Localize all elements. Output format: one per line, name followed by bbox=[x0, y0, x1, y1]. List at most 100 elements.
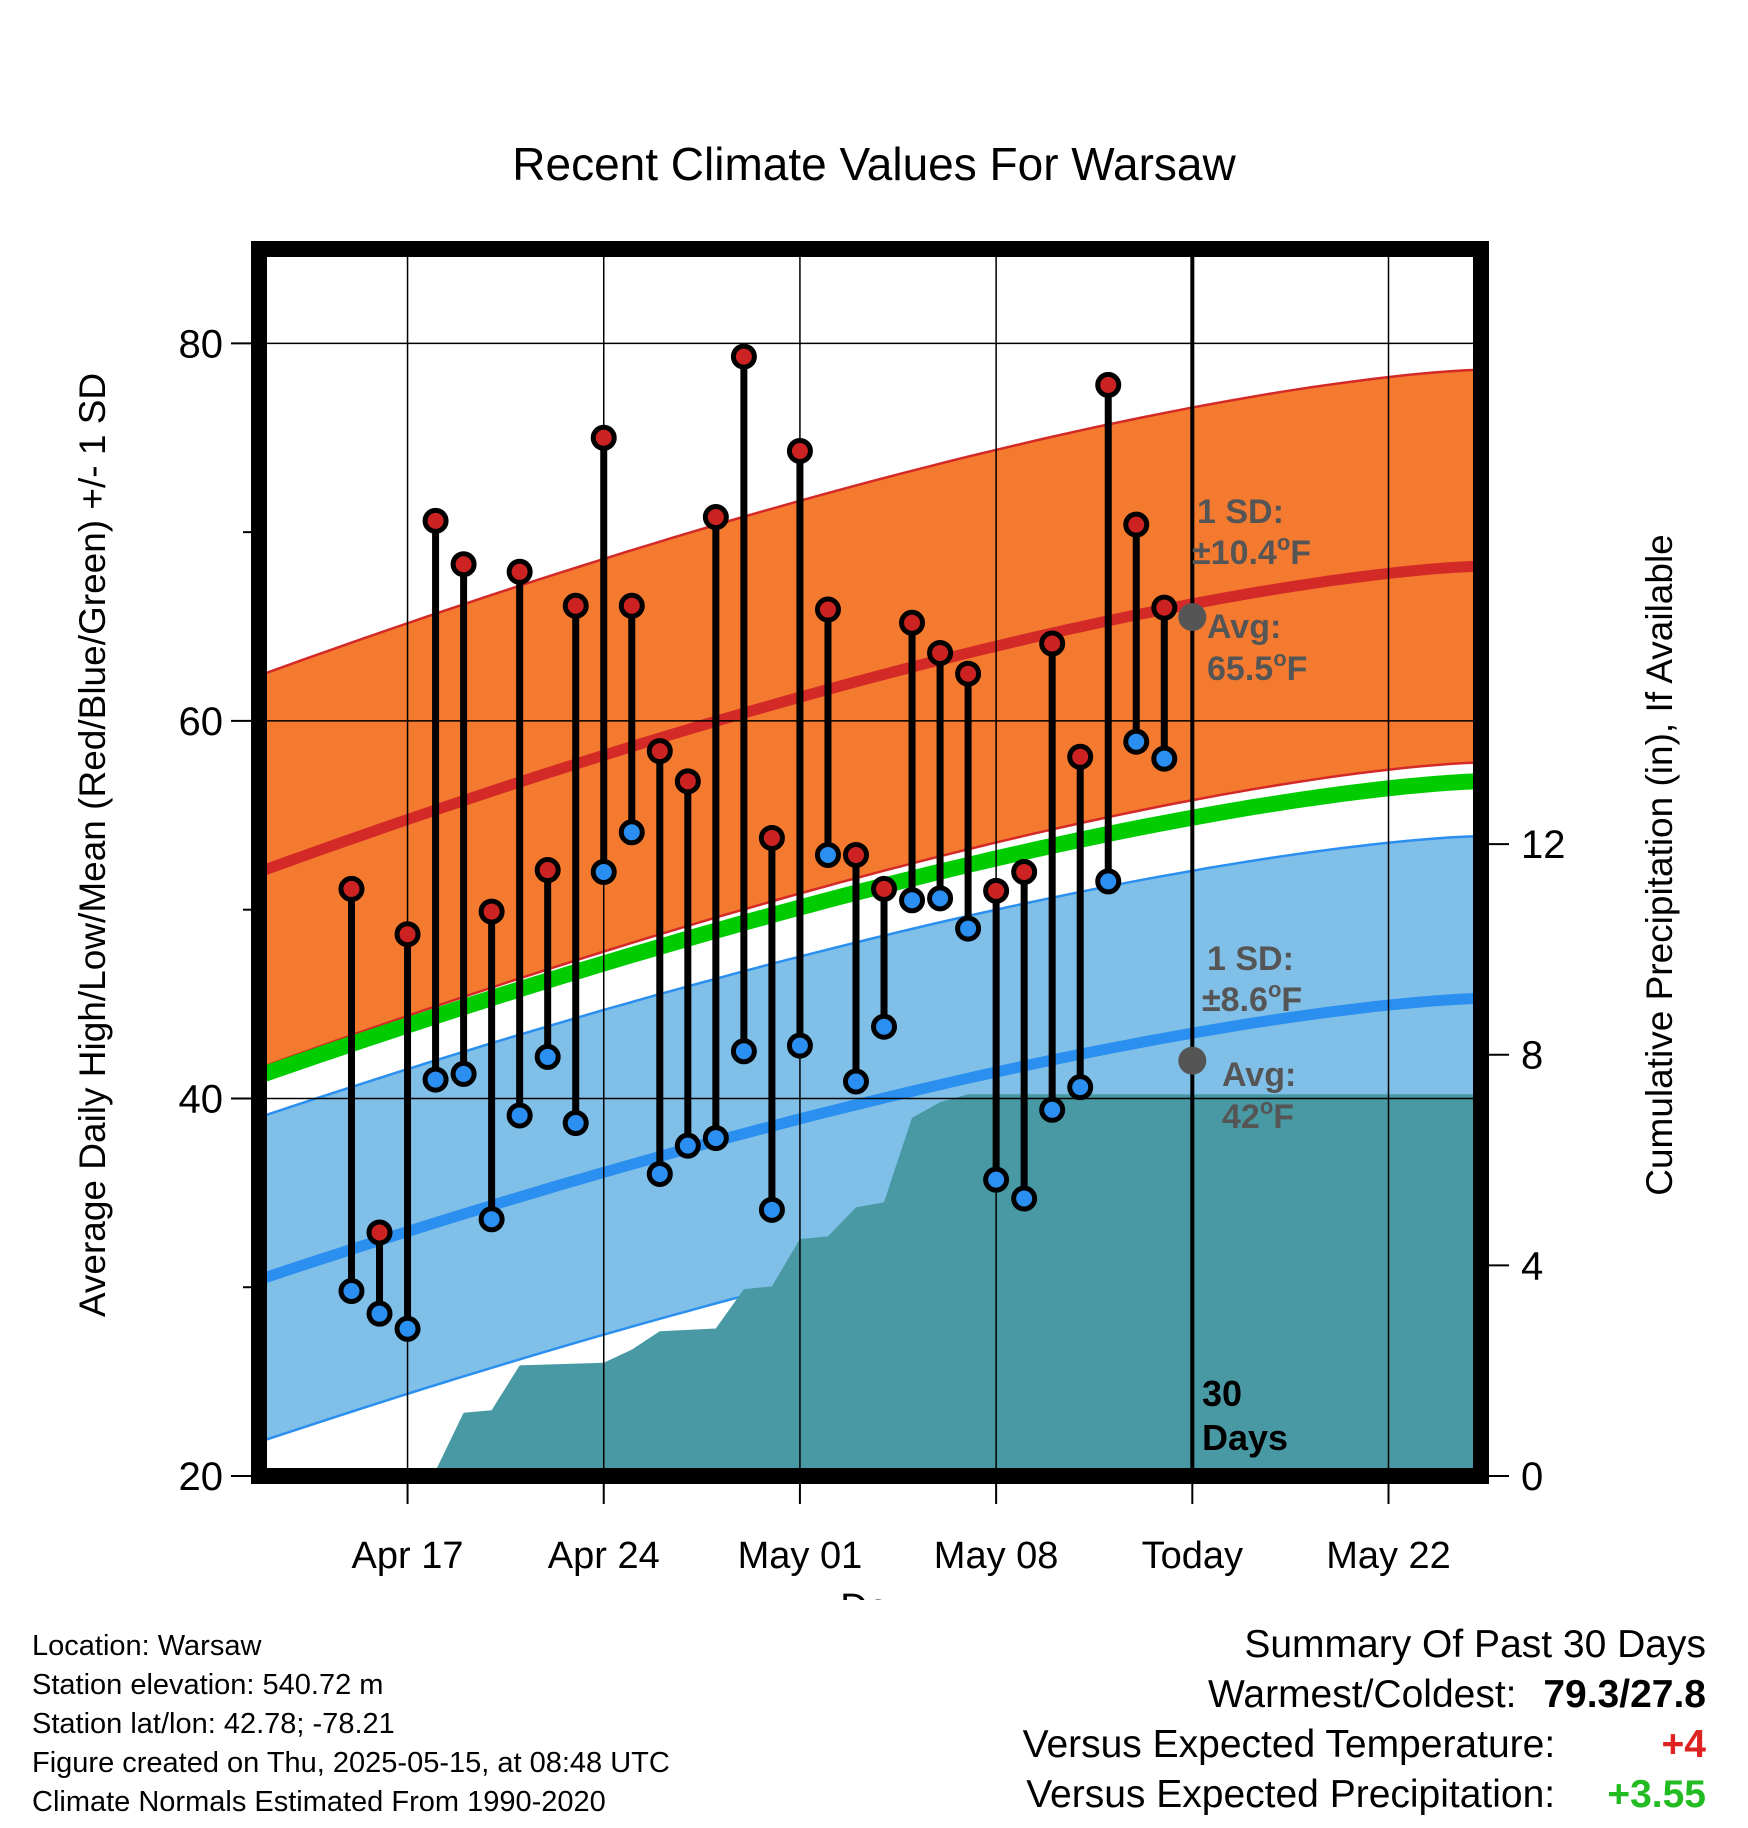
daily-high-point bbox=[786, 437, 813, 464]
daily-low-point bbox=[1123, 728, 1150, 755]
daily-low-point bbox=[730, 1038, 757, 1065]
x-tick-label: Apr 24 bbox=[548, 1535, 660, 1577]
daily-high-point bbox=[590, 424, 617, 451]
daily-low-point bbox=[534, 1043, 561, 1070]
daily-low-point bbox=[871, 1013, 898, 1040]
today-avg-low-dot bbox=[1178, 1046, 1207, 1075]
y-tick-label: 40 bbox=[179, 1077, 224, 1121]
station-info: Location: Warsaw Station elevation: 540.… bbox=[32, 1627, 670, 1822]
avg-low-line bbox=[259, 992, 1481, 1285]
warm-cold-label: Warmest/Coldest: bbox=[1208, 1673, 1517, 1716]
daily-low-point bbox=[506, 1102, 533, 1129]
summary-precip: Versus Expected Precipitation: +3.55 bbox=[1023, 1770, 1706, 1820]
x-tick-label: May 22 bbox=[1326, 1535, 1451, 1577]
daily-low-point bbox=[366, 1300, 393, 1327]
precip-label: Versus Expected Precipitation: bbox=[1026, 1773, 1556, 1816]
daily-low-point bbox=[1039, 1096, 1066, 1123]
summary-panel: Summary Of Past 30 Days Warmest/Coldest:… bbox=[1023, 1620, 1706, 1820]
daily-low-point bbox=[646, 1160, 673, 1187]
x-axis-label: Day bbox=[840, 1587, 908, 1600]
window-label-line2: Days bbox=[1202, 1417, 1288, 1458]
x-tick-label: Today bbox=[1142, 1535, 1243, 1577]
y-tick-label: 20 bbox=[179, 1455, 224, 1499]
daily-high-point bbox=[730, 343, 757, 370]
daily-high-point bbox=[1011, 858, 1038, 885]
daily-high-point bbox=[1123, 511, 1150, 538]
daily-high-point bbox=[955, 660, 982, 687]
precip-value: +3.55 bbox=[1607, 1773, 1706, 1816]
normals-text: Climate Normals Estimated From 1990-2020 bbox=[32, 1786, 606, 1818]
plot-inner bbox=[259, 249, 1481, 1476]
latlon-text: Station lat/lon: 42.78; -78.21 bbox=[32, 1708, 395, 1740]
daily-low-point bbox=[758, 1196, 785, 1223]
daily-high-point bbox=[618, 592, 645, 619]
y-axis-label: Average Daily High/Low/Mean (Red/Blue/Gr… bbox=[72, 373, 113, 1317]
y2-tick-label: 12 bbox=[1521, 823, 1566, 867]
location-text: Location: Warsaw bbox=[32, 1630, 262, 1662]
plot-frame bbox=[251, 241, 1489, 1484]
daily-low-point bbox=[1067, 1074, 1094, 1101]
daily-high-point bbox=[983, 877, 1010, 904]
daily-low-point bbox=[1011, 1185, 1038, 1212]
daily-high-point bbox=[506, 558, 533, 585]
daily-low-point bbox=[422, 1066, 449, 1093]
daily-high-point bbox=[702, 504, 729, 531]
y2-axis-label: Cumulative Precipitation (in), If Availa… bbox=[1639, 534, 1680, 1196]
daily-high-point bbox=[534, 857, 561, 884]
daily-low-point bbox=[590, 858, 617, 885]
daily-high-point bbox=[1151, 594, 1178, 621]
daily-low-point bbox=[814, 841, 841, 868]
x-tick-label: May 01 bbox=[738, 1535, 863, 1577]
daily-high-point bbox=[1067, 743, 1094, 770]
avg-high-label: Avg: bbox=[1207, 608, 1281, 646]
daily-low-point bbox=[702, 1125, 729, 1152]
temp-label: Versus Expected Temperature: bbox=[1022, 1723, 1556, 1766]
daily-high-point bbox=[758, 824, 785, 851]
daily-low-point bbox=[562, 1110, 589, 1137]
daily-high-point bbox=[1039, 630, 1066, 657]
y2-tick-label: 0 bbox=[1521, 1455, 1543, 1499]
y2-tick-label: 4 bbox=[1521, 1244, 1543, 1288]
daily-low-point bbox=[478, 1206, 505, 1233]
daily-high-point bbox=[871, 875, 898, 902]
created-text: Figure created on Thu, 2025-05-15, at 08… bbox=[32, 1747, 670, 1779]
daily-high-point bbox=[450, 551, 477, 578]
daily-high-point bbox=[562, 592, 589, 619]
daily-low-point bbox=[842, 1068, 869, 1095]
temp-value: +4 bbox=[1661, 1723, 1706, 1766]
daily-low-point bbox=[1151, 745, 1178, 772]
daily-low-point bbox=[955, 915, 982, 942]
high-sd-band bbox=[259, 369, 1481, 1069]
daily-low-point bbox=[927, 885, 954, 912]
x-tick-label: May 08 bbox=[934, 1535, 1059, 1577]
today-avg-high-dot bbox=[1178, 603, 1207, 632]
daily-high-point bbox=[338, 875, 365, 902]
elevation-text: Station elevation: 540.72 m bbox=[32, 1669, 384, 1701]
daily-low-point bbox=[338, 1278, 365, 1305]
y-tick-label: 80 bbox=[179, 322, 224, 366]
daily-low-point bbox=[394, 1315, 421, 1342]
daily-high-point bbox=[394, 921, 421, 948]
summary-temp: Versus Expected Temperature: +4 bbox=[1023, 1720, 1706, 1770]
sd-high-value: ±10.4oF bbox=[1192, 530, 1311, 572]
daily-high-point bbox=[1095, 371, 1122, 398]
warm-cold-value: 79.3/27.8 bbox=[1543, 1673, 1706, 1716]
climate-chart: Recent Climate Values For Warsaw 1 SD:±1… bbox=[72, 138, 1680, 1600]
daily-low-point bbox=[786, 1032, 813, 1059]
daily-low-point bbox=[450, 1060, 477, 1087]
daily-high-point bbox=[674, 768, 701, 795]
daily-low-point bbox=[983, 1166, 1010, 1193]
daily-high-point bbox=[842, 841, 869, 868]
y2-tick-label: 8 bbox=[1521, 1034, 1543, 1078]
avg-low-label: Avg: bbox=[1222, 1056, 1296, 1094]
daily-high-point bbox=[814, 596, 841, 623]
daily-high-point bbox=[422, 507, 449, 534]
daily-low-point bbox=[899, 887, 926, 914]
daily-low-point bbox=[674, 1132, 701, 1159]
daily-low-point bbox=[618, 819, 645, 846]
y-tick-label: 60 bbox=[179, 700, 224, 744]
window-label-line1: 30 bbox=[1202, 1373, 1242, 1414]
daily-high-point bbox=[478, 898, 505, 925]
daily-high-point bbox=[899, 609, 926, 636]
